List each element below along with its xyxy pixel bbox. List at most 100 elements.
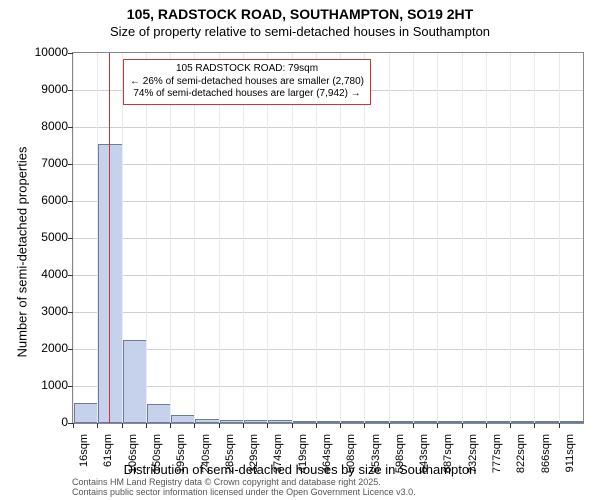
property-marker-line [109, 53, 110, 423]
histogram-bar [390, 421, 414, 423]
gridline-h [73, 349, 583, 350]
chart-subtitle: Size of property relative to semi-detach… [0, 24, 600, 39]
ytick-label: 5000 [18, 230, 68, 244]
xtick-label: 643sqm [418, 434, 430, 474]
xtick-label: 195sqm [175, 434, 187, 474]
xtick-label: 285sqm [224, 434, 236, 474]
histogram-bar [535, 421, 559, 423]
gridline-v [340, 53, 341, 423]
xtick-mark [292, 423, 293, 428]
gridline-v [194, 53, 195, 423]
gridline-v [364, 53, 365, 423]
histogram-bar [98, 144, 122, 424]
xtick-label: 508sqm [345, 434, 357, 474]
histogram-bar [268, 420, 292, 423]
xtick-mark [194, 423, 195, 428]
gridline-h [73, 386, 583, 387]
histogram-bar [560, 421, 584, 423]
ytick-label: 3000 [18, 304, 68, 318]
histogram-bar [244, 420, 268, 423]
histogram-bar [317, 421, 341, 423]
gridline-h [73, 127, 583, 128]
histogram-bar [195, 419, 219, 423]
histogram-bar [365, 421, 389, 423]
xtick-mark [389, 423, 390, 428]
xtick-mark [364, 423, 365, 428]
histogram-bar [463, 421, 487, 423]
xtick-mark [510, 423, 511, 428]
gridline-v [510, 53, 511, 423]
callout-line: 74% of semi-detached houses are larger (… [130, 88, 364, 101]
xtick-mark [170, 423, 171, 428]
gridline-h [73, 238, 583, 239]
ytick-label: 4000 [18, 267, 68, 281]
xtick-mark [97, 423, 98, 428]
gridline-v [316, 53, 317, 423]
xtick-label: 777sqm [491, 434, 503, 474]
xtick-label: 553sqm [370, 434, 382, 474]
gridline-v [170, 53, 171, 423]
xtick-mark [146, 423, 147, 428]
histogram-bar [293, 421, 317, 423]
xtick-label: 16sqm [78, 434, 90, 474]
xtick-mark [486, 423, 487, 428]
histogram-bar [341, 421, 365, 423]
xtick-label: 687sqm [442, 434, 454, 474]
gridline-v [413, 53, 414, 423]
footer-line-2: Contains public sector information licen… [72, 488, 416, 498]
histogram-bar [123, 340, 147, 423]
histogram-bar [74, 403, 98, 424]
histogram-bar [438, 421, 462, 423]
xtick-mark [340, 423, 341, 428]
histogram-bar [487, 421, 511, 423]
plot-area: 105 RADSTOCK ROAD: 79sqm← 26% of semi-de… [72, 52, 584, 424]
xtick-label: 374sqm [272, 434, 284, 474]
histogram-bar [511, 421, 535, 423]
histogram-bar [220, 420, 244, 423]
gridline-v [292, 53, 293, 423]
xtick-label: 732sqm [467, 434, 479, 474]
xtick-label: 866sqm [540, 434, 552, 474]
xtick-mark [413, 423, 414, 428]
gridline-v [534, 53, 535, 423]
ytick-label: 7000 [18, 156, 68, 170]
xtick-label: 598sqm [394, 434, 406, 474]
gridline-v [243, 53, 244, 423]
xtick-mark [122, 423, 123, 428]
gridline-v [389, 53, 390, 423]
xtick-mark [219, 423, 220, 428]
histogram-bar [171, 415, 195, 423]
gridline-v [146, 53, 147, 423]
ytick-label: 9000 [18, 82, 68, 96]
xtick-label: 150sqm [151, 434, 163, 474]
xtick-mark [559, 423, 560, 428]
ytick-label: 10000 [18, 45, 68, 59]
gridline-v [559, 53, 560, 423]
gridline-h [73, 275, 583, 276]
xtick-mark [243, 423, 244, 428]
xtick-mark [534, 423, 535, 428]
ytick-label: 8000 [18, 119, 68, 133]
xtick-mark [73, 423, 74, 428]
chart-title: 105, RADSTOCK ROAD, SOUTHAMPTON, SO19 2H… [0, 6, 600, 22]
ytick-label: 0 [18, 415, 68, 429]
gridline-v [462, 53, 463, 423]
callout-line: ← 26% of semi-detached houses are smalle… [130, 76, 364, 89]
footer-attribution: Contains HM Land Registry data © Crown c… [72, 478, 416, 498]
xtick-label: 106sqm [127, 434, 139, 474]
callout-line: 105 RADSTOCK ROAD: 79sqm [130, 63, 364, 76]
xtick-label: 419sqm [297, 434, 309, 474]
histogram-bar [414, 421, 438, 423]
xtick-label: 240sqm [200, 434, 212, 474]
xtick-mark [437, 423, 438, 428]
xtick-mark [267, 423, 268, 428]
xtick-label: 61sqm [102, 434, 114, 474]
ytick-label: 2000 [18, 341, 68, 355]
ytick-label: 6000 [18, 193, 68, 207]
gridline-h [73, 164, 583, 165]
xtick-mark [316, 423, 317, 428]
gridline-v [267, 53, 268, 423]
gridline-v [437, 53, 438, 423]
callout-box: 105 RADSTOCK ROAD: 79sqm← 26% of semi-de… [123, 59, 371, 105]
ytick-label: 1000 [18, 378, 68, 392]
